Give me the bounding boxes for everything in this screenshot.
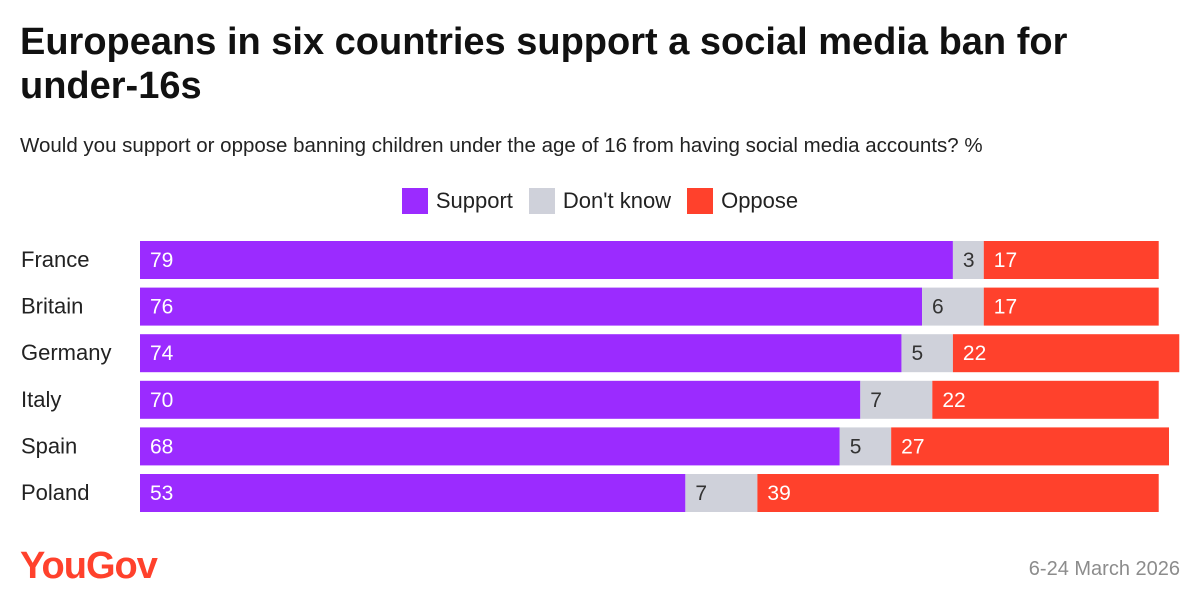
legend-swatch-dont-know [528, 188, 555, 214]
legend-swatch-oppose [687, 188, 714, 214]
data-label-germany-oppose: 22 [963, 342, 986, 365]
data-label-spain-dont-know: 5 [850, 435, 862, 458]
bar-italy-dont-know [860, 380, 933, 419]
bar-france-dont-know [952, 241, 984, 279]
bar-spain-oppose [891, 427, 1169, 466]
category-label-spain: Spain [21, 433, 77, 458]
category-label-germany: Germany [21, 340, 111, 365]
bar-france-oppose [983, 241, 1159, 279]
data-label-italy-support: 70 [150, 389, 173, 412]
legend-item-dont-know: Don't know [528, 188, 672, 214]
data-label-germany-dont-know: 5 [911, 342, 923, 365]
legend-swatch-support [401, 188, 428, 214]
data-label-britain-support: 76 [150, 296, 173, 319]
data-label-poland-oppose: 39 [767, 482, 790, 505]
data-label-italy-oppose: 22 [942, 389, 965, 412]
bar-germany-oppose [952, 334, 1180, 373]
data-label-france-oppose: 17 [994, 249, 1017, 272]
data-label-italy-dont-know: 7 [870, 389, 882, 412]
bar-poland-support [140, 474, 686, 512]
legend-label-dont-know: Don't know [562, 188, 672, 213]
bar-poland-oppose [757, 474, 1159, 512]
data-label-france-support: 79 [150, 249, 173, 272]
category-label-poland: Poland [21, 480, 90, 505]
bar-italy-support [140, 380, 861, 419]
data-label-germany-support: 74 [150, 342, 174, 365]
bar-britain-dont-know [922, 287, 984, 326]
data-label-spain-oppose: 27 [901, 435, 924, 458]
category-label-france: France [21, 247, 89, 272]
data-label-spain-support: 68 [150, 435, 173, 458]
bar-germany-support [140, 334, 902, 373]
bar-britain-oppose [983, 287, 1159, 326]
bar-germany-dont-know [901, 334, 953, 373]
legend-item-support: Support [401, 188, 513, 214]
legend-label-oppose: Oppose [721, 188, 799, 213]
bar-spain-support [140, 427, 840, 466]
bar-italy-oppose [932, 380, 1159, 419]
data-label-poland-support: 53 [150, 482, 173, 505]
category-label-britain: Britain [21, 294, 83, 319]
stacked-bar-chart: France 79 3 17 Britain 76 6 17 Germany 74 5 22 Italy… [21, 241, 1180, 512]
legend-label-support: Support [435, 188, 513, 213]
bar-poland-dont-know [685, 474, 758, 512]
chart-subtitle: Would you support or oppose banning chil… [20, 134, 983, 157]
bar-spain-dont-know [839, 427, 892, 466]
yougov-logo: YouGov [20, 545, 158, 587]
legend: Support Don't know Oppose [0, 188, 1200, 214]
data-label-poland-dont-know: 7 [695, 482, 707, 505]
bar-britain-support [140, 287, 923, 326]
chart-title: Europeans in six countries support a soc… [20, 21, 1068, 107]
data-label-britain-oppose: 17 [994, 296, 1017, 319]
data-label-france-dont-know: 3 [963, 249, 975, 272]
category-label-italy: Italy [21, 387, 61, 412]
legend-item-oppose: Oppose [687, 188, 798, 214]
bar-france-support [140, 241, 953, 279]
fieldwork-date: 6-24 March 2026 [1028, 558, 1180, 580]
data-label-britain-dont-know: 6 [932, 296, 944, 319]
